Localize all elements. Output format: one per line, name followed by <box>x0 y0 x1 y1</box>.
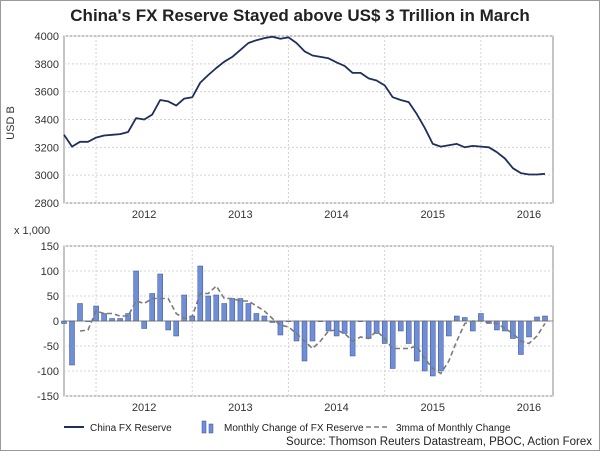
monthly-change-bar <box>245 303 252 322</box>
monthly-change-bar <box>253 313 260 322</box>
monthly-change-bar <box>526 320 532 338</box>
monthly-change-bar <box>221 303 228 322</box>
monthly-change-bar <box>462 317 468 322</box>
monthly-change-bar <box>397 320 404 332</box>
bottom-y-tick-label: -50 <box>43 341 59 353</box>
monthly-change-bar <box>454 315 460 322</box>
monthly-change-bar <box>149 293 155 322</box>
top-x-tick-label: 2012 <box>132 209 156 221</box>
monthly-change-bar <box>213 294 220 322</box>
fx-reserve-line <box>63 35 546 176</box>
chart-title: China's FX Reserve Stayed above US$ 3 Tr… <box>70 6 529 25</box>
monthly-change-bar <box>341 320 348 334</box>
top-x-tick-label: 2016 <box>517 209 541 221</box>
monthly-change-bar <box>293 320 300 342</box>
monthly-change-bar <box>133 270 139 322</box>
monthly-change-bar <box>205 295 212 322</box>
legend-bar-label: Monthly Change of FX Reserve <box>224 423 364 434</box>
monthly-change-bar <box>470 320 476 332</box>
source-note: Source: Thomson Reuters Datastream, PBOC… <box>286 436 592 448</box>
bottom-y-axis-label: x 1,000 <box>14 225 50 237</box>
monthly-change-bar <box>325 320 332 332</box>
top-y-tick-label: 3000 <box>35 170 59 182</box>
monthly-change-bar <box>125 313 131 322</box>
monthly-change-bar <box>173 320 179 337</box>
top-x-tick-label: 2015 <box>421 209 445 221</box>
monthly-change-bar <box>438 320 444 372</box>
bottom-x-tick-label: 2013 <box>228 402 252 414</box>
monthly-change-bar <box>261 315 268 322</box>
monthly-change-bar <box>229 298 236 322</box>
monthly-change-bar <box>389 320 396 369</box>
monthly-change-bar <box>101 313 107 322</box>
monthly-change-bar <box>237 298 244 322</box>
top-y-tick-label: 3200 <box>35 142 59 154</box>
monthly-change-bar <box>165 320 171 331</box>
top-y-tick-label: 4000 <box>35 31 59 43</box>
bottom-y-tick-label: 100 <box>41 266 59 278</box>
legend-line-label: China FX Reserve <box>90 423 172 434</box>
top-y-tick-label: 3600 <box>35 87 59 99</box>
top-x-tick-label: 2014 <box>324 209 348 221</box>
legend-bar-swatch-2 <box>208 423 214 434</box>
bottom-y-tick-label: 50 <box>47 291 59 303</box>
monthly-change-bar <box>542 315 548 322</box>
monthly-change-bar <box>141 320 147 329</box>
monthly-change-bar <box>502 320 508 332</box>
monthly-change-bar <box>534 316 540 322</box>
bottom-y-tick-label: -150 <box>37 391 59 403</box>
monthly-change-bar <box>478 313 484 322</box>
bottom-panel: -150 -100 -50 0 50 100 150 2012 2013 2014 2015 2016 <box>37 241 554 414</box>
monthly-change-bar <box>157 273 163 322</box>
top-x-tick-label: 2013 <box>228 209 252 221</box>
bottom-x-tick-label: 2014 <box>324 402 348 414</box>
top-y-tick-label: 3800 <box>35 59 59 71</box>
bottom-x-tick-label: 2012 <box>132 402 156 414</box>
legend-bar-swatch-1 <box>201 420 207 434</box>
monthly-change-bar <box>421 320 428 372</box>
monthly-change-bar <box>446 320 452 337</box>
legend: China FX Reserve Monthly Change of FX Re… <box>64 420 511 434</box>
legend-ma-label: 3mma of Monthly Change <box>396 423 511 434</box>
top-y-tick-label: 3400 <box>35 115 59 127</box>
monthly-change-bar <box>494 320 500 331</box>
monthly-change-bar <box>309 320 316 342</box>
monthly-change-bar <box>349 320 356 357</box>
top-y-tick-label: 2800 <box>35 198 59 210</box>
bottom-y-tick-label: -100 <box>37 366 59 378</box>
bottom-x-tick-label: 2015 <box>421 402 445 414</box>
monthly-change-bar <box>518 320 524 355</box>
monthly-change-bar <box>405 320 412 344</box>
monthly-change-bar <box>77 303 83 322</box>
top-panel: 2800 3000 3200 3400 3600 3800 4000 2012 2013 2014… <box>35 31 554 221</box>
bottom-y-tick-label: 0 <box>53 316 59 328</box>
monthly-change-bar <box>333 320 340 337</box>
bottom-x-tick-label: 2016 <box>517 402 541 414</box>
monthly-change-bar <box>69 320 75 366</box>
bottom-y-tick-label: 150 <box>41 241 59 253</box>
monthly-change-bar <box>365 320 372 339</box>
top-y-axis-label: USD B <box>5 106 17 140</box>
monthly-change-bar <box>413 320 420 362</box>
